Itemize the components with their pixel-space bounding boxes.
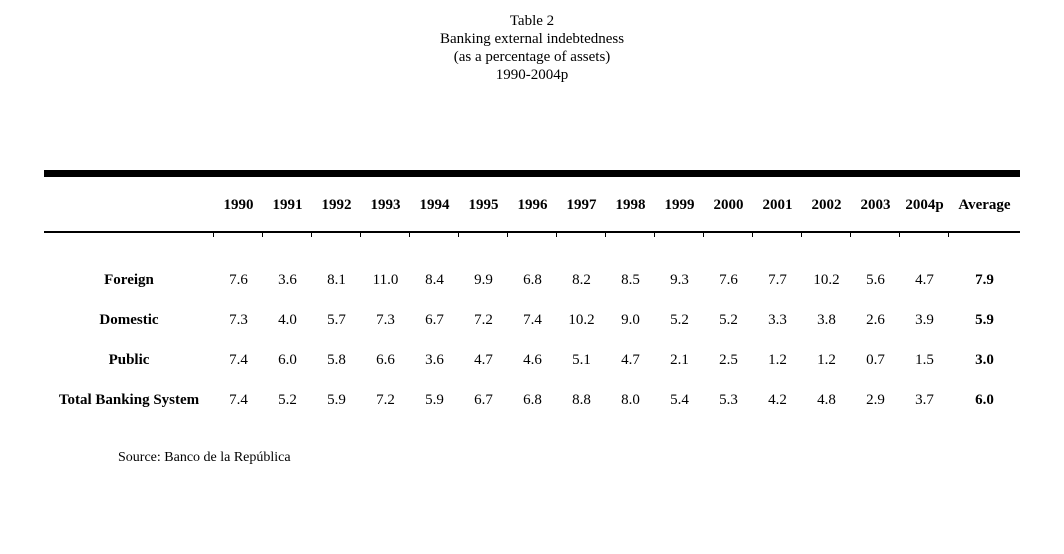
value-cell: 5.9 [327,392,346,408]
value-cell: 4.7 [474,352,493,368]
column-header-2004p: 2004p [899,177,949,237]
value-cell: 7.2 [474,312,493,328]
column-header-1999: 1999 [654,177,704,237]
average-cell: 5.9 [975,312,994,328]
value-cell: 5.1 [572,352,591,368]
value-cell: 2.9 [866,392,885,408]
value-cell: 5.3 [719,392,738,408]
value-cell: 1.2 [768,352,787,368]
value-cell: 7.6 [719,272,738,288]
page: Table 2 Banking external indebtedness (a… [44,0,1020,465]
column-header-1990: 1990 [213,177,263,237]
row-label: Public [108,352,150,368]
value-cell: 7.3 [376,312,395,328]
value-cell: 5.2 [719,312,738,328]
value-cell: 2.5 [719,352,738,368]
average-cell: 6.0 [975,392,994,408]
value-cell: 7.6 [229,272,248,288]
column-header-1995: 1995 [458,177,508,237]
value-cell: 7.7 [768,272,787,288]
value-cell: 8.8 [572,392,591,408]
value-cell: 10.2 [568,312,595,328]
value-cell: 8.4 [425,272,444,288]
column-header-1991: 1991 [262,177,312,237]
table-top-rule [44,170,1020,177]
average-cell: 3.0 [975,352,994,368]
value-cell: 8.1 [327,272,346,288]
value-cell: 7.4 [523,312,542,328]
column-header-2001: 2001 [752,177,802,237]
value-cell: 4.6 [523,352,542,368]
value-cell: 10.2 [813,272,840,288]
value-cell: 1.5 [915,352,934,368]
value-cell: 6.8 [523,272,542,288]
value-cell: 2.6 [866,312,885,328]
column-header-1997: 1997 [556,177,606,237]
column-header-1994: 1994 [409,177,459,237]
value-cell: 4.2 [768,392,787,408]
value-cell: 5.2 [670,312,689,328]
column-header-1996: 1996 [507,177,557,237]
row-label: Foreign [104,272,154,288]
value-cell: 6.8 [523,392,542,408]
value-cell: 5.8 [327,352,346,368]
value-cell: 5.7 [327,312,346,328]
table-row-total-banking-system: Total Banking System 7.4 5.2 5.9 7.2 5.9… [44,380,1020,420]
table-header-row: 1990 1991 1992 1993 1994 1995 1996 1997 … [44,177,1020,237]
value-cell: 3.9 [915,312,934,328]
table-number: Table 2 [509,13,555,29]
value-cell: 9.3 [670,272,689,288]
value-cell: 3.8 [817,312,836,328]
value-cell: 11.0 [372,272,399,288]
table-row-foreign: Foreign 7.6 3.6 8.1 11.0 8.4 9.9 6.8 8.2… [44,232,1020,300]
column-header-1992: 1992 [311,177,361,237]
value-cell: 9.0 [621,312,640,328]
row-label: Domestic [99,312,159,328]
indebtedness-table: 1990 1991 1992 1993 1994 1995 1996 1997 … [44,177,1020,420]
value-cell: 8.5 [621,272,640,288]
value-cell: 7.4 [229,352,248,368]
table-row-public: Public 7.4 6.0 5.8 6.6 3.6 4.7 4.6 5.1 4… [44,340,1020,380]
value-cell: 4.7 [915,272,934,288]
column-header-2003: 2003 [850,177,900,237]
column-header-average: Average [948,177,1020,237]
source-note: Source: Banco de la República [118,450,291,465]
value-cell: 6.6 [376,352,395,368]
table-title-block: Table 2 Banking external indebtedness (a… [44,0,1020,84]
average-cell: 7.9 [975,272,994,288]
value-cell: 5.6 [866,272,885,288]
value-cell: 3.7 [915,392,934,408]
value-cell: 3.6 [425,352,444,368]
value-cell: 7.3 [229,312,248,328]
value-cell: 0.7 [866,352,885,368]
table-row-domestic: Domestic 7.3 4.0 5.7 7.3 6.7 7.2 7.4 10.… [44,300,1020,340]
value-cell: 8.0 [621,392,640,408]
value-cell: 5.2 [278,392,297,408]
value-cell: 5.9 [425,392,444,408]
value-cell: 4.8 [817,392,836,408]
value-cell: 5.4 [670,392,689,408]
value-cell: 4.0 [278,312,297,328]
value-cell: 6.7 [474,392,493,408]
value-cell: 8.2 [572,272,591,288]
column-header-1993: 1993 [360,177,410,237]
value-cell: 3.6 [278,272,297,288]
table-period: 1990-2004p [495,67,569,83]
value-cell: 4.7 [621,352,640,368]
value-cell: 6.0 [278,352,297,368]
table-subtitle: (as a percentage of assets) [453,49,611,65]
column-header-2002: 2002 [801,177,851,237]
value-cell: 3.3 [768,312,787,328]
table-title: Banking external indebtedness [439,31,625,47]
column-header-2000: 2000 [703,177,753,237]
value-cell: 1.2 [817,352,836,368]
corner-cell [44,177,214,233]
value-cell: 9.9 [474,272,493,288]
row-label: Total Banking System [58,392,200,408]
value-cell: 2.1 [670,352,689,368]
value-cell: 7.2 [376,392,395,408]
column-header-1998: 1998 [605,177,655,237]
value-cell: 6.7 [425,312,444,328]
value-cell: 7.4 [229,392,248,408]
